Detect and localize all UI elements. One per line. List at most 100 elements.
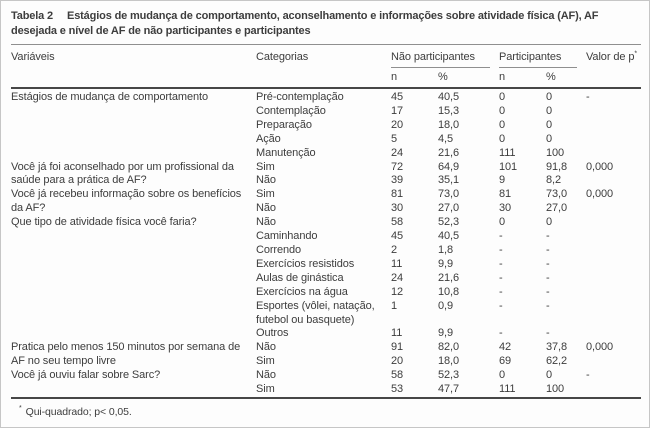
p-value-cell bbox=[586, 105, 641, 119]
np-pct-cell: 73,0 bbox=[438, 188, 460, 201]
p-pct-cell: - bbox=[546, 257, 550, 270]
p-n-cell: 0 bbox=[499, 369, 506, 382]
table-header: Variáveis Categorias Não participantes P… bbox=[11, 45, 642, 89]
p-value-cell bbox=[586, 119, 641, 133]
category-cell: Sim bbox=[256, 383, 275, 396]
np-pct-cell: 35,1 bbox=[438, 174, 460, 187]
p-value-cell bbox=[586, 300, 641, 328]
table-footnote: * Qui-quadrado; p< 0,05. bbox=[11, 399, 639, 418]
category-cell: Exercícios resistidos bbox=[256, 257, 355, 270]
p-n-cell: 42 bbox=[499, 341, 512, 354]
table-row: Você já recebeu informação sobre os bene… bbox=[11, 188, 641, 214]
p-pct-cell: 0 bbox=[546, 91, 553, 103]
p-value-cell bbox=[586, 244, 641, 258]
np-pct-cell: 40,5 bbox=[438, 230, 460, 243]
p-value-cell: 0,000 bbox=[586, 188, 614, 201]
table-row: Ação 5 4,5 0 0 bbox=[11, 133, 641, 147]
p-value-cell bbox=[586, 133, 641, 147]
np-pct-cell: 47,7 bbox=[438, 383, 460, 396]
p-n-cell: - bbox=[499, 299, 503, 312]
np-n-cell: 58 bbox=[391, 216, 404, 229]
table-row: Você já foi aconselhado por um profissio… bbox=[11, 161, 641, 187]
subheader-p-pct: % bbox=[546, 68, 587, 89]
p-value-cell bbox=[586, 216, 641, 230]
p-n-cell: 0 bbox=[499, 132, 506, 145]
np-n-cell: 24 bbox=[391, 146, 404, 159]
empty-header-cell bbox=[586, 68, 642, 89]
category-cell: Ação bbox=[256, 132, 281, 145]
table-body: Estágios de mudança de comportamento Pré… bbox=[11, 88, 641, 398]
category-cell: Sim bbox=[256, 188, 275, 201]
p-pct-cell: 37,8 bbox=[546, 341, 568, 354]
np-n-cell: 11 bbox=[391, 327, 403, 340]
p-pct-cell: 100 bbox=[546, 146, 565, 159]
category-cell: Não bbox=[256, 369, 276, 382]
empty-header-cell bbox=[11, 68, 256, 89]
np-n-cell: 1 bbox=[391, 299, 398, 312]
p-pct-cell: 0 bbox=[546, 132, 553, 145]
table-caption: Estágios de mudança de comportamento, ac… bbox=[11, 10, 599, 37]
p-pct-cell: 0 bbox=[546, 118, 553, 131]
p-value-cell bbox=[586, 327, 641, 341]
table-row: Estágios de mudança de comportamento Pré… bbox=[11, 88, 641, 105]
np-n-cell: 12 bbox=[391, 285, 404, 298]
np-n-cell: 58 bbox=[391, 369, 404, 382]
category-cell: Exercícios na água bbox=[256, 285, 348, 298]
p-n-cell: - bbox=[499, 243, 503, 256]
table-row: Sim 53 47,7 111 100 bbox=[11, 383, 641, 398]
variable-cell: Que tipo de atividade física você faria? bbox=[11, 216, 197, 229]
np-n-cell: 20 bbox=[391, 118, 404, 131]
p-n-cell: 30 bbox=[499, 202, 512, 215]
variable-cell: Você já recebeu informação sobre os bene… bbox=[11, 188, 242, 215]
category-cell: Não bbox=[256, 202, 276, 215]
np-n-cell: 20 bbox=[391, 355, 404, 368]
p-pct-cell: 8,2 bbox=[546, 174, 561, 187]
category-cell: Não bbox=[256, 341, 276, 354]
p-pct-cell: 0 bbox=[546, 104, 553, 117]
p-n-cell: - bbox=[499, 271, 503, 284]
np-pct-cell: 18,0 bbox=[438, 355, 460, 368]
table-row: Manutenção 24 21,6 111 100 bbox=[11, 147, 641, 161]
p-value-cell bbox=[586, 355, 641, 369]
category-cell: Aulas de ginástica bbox=[256, 271, 344, 284]
p-value-cell bbox=[586, 230, 641, 244]
footnote-marker: * bbox=[19, 405, 22, 413]
p-n-cell: - bbox=[499, 230, 503, 243]
table-label: Tabela 2 bbox=[11, 10, 54, 22]
column-group-nao-participantes: Não participantes bbox=[391, 45, 499, 68]
p-n-cell: 111 bbox=[499, 383, 516, 396]
p-n-cell: 0 bbox=[499, 216, 506, 229]
p-value-cell: - bbox=[586, 91, 590, 103]
np-pct-cell: 21,6 bbox=[438, 271, 460, 284]
header-row-subcolumns: n % n % bbox=[11, 68, 642, 89]
subheader-np-pct: % bbox=[438, 68, 499, 89]
np-pct-cell: 27,0 bbox=[438, 202, 460, 215]
p-value-cell: 0,000 bbox=[586, 341, 614, 354]
p-n-cell: 0 bbox=[499, 91, 506, 103]
p-n-cell: 81 bbox=[499, 188, 512, 201]
p-value-cell bbox=[586, 258, 641, 272]
np-n-cell: 30 bbox=[391, 202, 404, 215]
category-cell: Correndo bbox=[256, 243, 302, 256]
p-pct-cell: 62,2 bbox=[546, 355, 568, 368]
subheader-p-n: n bbox=[499, 68, 546, 89]
variable-cell: Você já ouviu falar sobre Sarc? bbox=[11, 369, 161, 382]
category-cell: Caminhando bbox=[256, 230, 318, 243]
category-cell: Sim bbox=[256, 355, 275, 368]
category-cell: Preparação bbox=[256, 118, 312, 131]
p-pct-cell: 27,0 bbox=[546, 202, 568, 215]
np-pct-cell: 18,0 bbox=[438, 118, 460, 131]
np-pct-cell: 52,3 bbox=[438, 216, 460, 229]
np-n-cell: 45 bbox=[391, 230, 404, 243]
p-pct-cell: 100 bbox=[546, 383, 565, 396]
variable-cell: Estágios de mudança de comportamento bbox=[11, 91, 208, 103]
p-n-cell: 69 bbox=[499, 355, 512, 368]
p-value-cell bbox=[586, 174, 641, 188]
p-pct-cell: 0 bbox=[546, 369, 553, 382]
p-pct-cell: 73,0 bbox=[546, 188, 568, 201]
p-pct-cell: - bbox=[546, 271, 550, 284]
np-pct-cell: 4,5 bbox=[438, 132, 453, 145]
np-n-cell: 53 bbox=[391, 383, 404, 396]
variable-cell: Você já foi aconselhado por um profissio… bbox=[11, 160, 234, 187]
